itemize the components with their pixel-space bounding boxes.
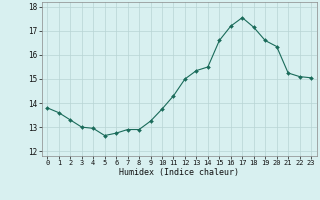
X-axis label: Humidex (Indice chaleur): Humidex (Indice chaleur)	[119, 168, 239, 177]
